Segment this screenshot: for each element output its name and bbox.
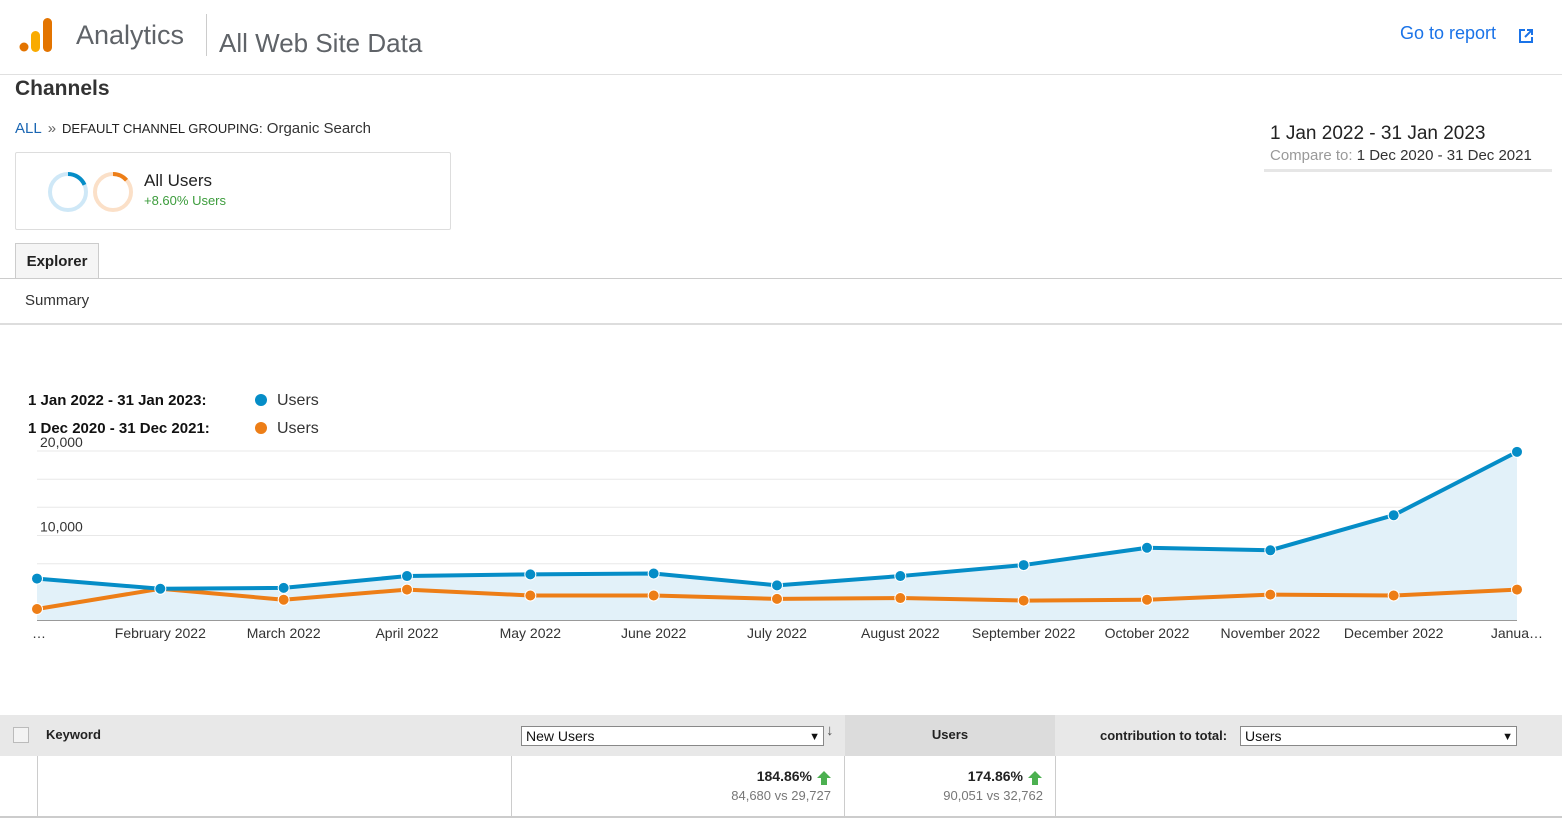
x-tick-label: Janua… xyxy=(1491,625,1543,641)
select-all-checkbox[interactable] xyxy=(13,727,29,743)
breadcrumb-all-link[interactable]: ALL xyxy=(15,120,42,137)
legend-dot xyxy=(255,422,267,434)
y-tick-label: 10,000 xyxy=(40,519,83,535)
analytics-logo-icon xyxy=(19,18,52,52)
legend-metric-label: Users xyxy=(277,392,319,409)
data-point xyxy=(894,570,907,583)
legend-metric-label: Users xyxy=(277,420,319,437)
property-name: All Web Site Data xyxy=(219,28,423,58)
subtab-summary[interactable]: Summary xyxy=(25,292,90,309)
section-divider xyxy=(0,323,1562,325)
header-divider xyxy=(206,14,207,56)
column-header-users[interactable]: Users xyxy=(845,715,1055,756)
contribution-select-value: Users xyxy=(1245,728,1282,744)
tab-explorer[interactable]: Explorer xyxy=(15,243,99,279)
users-line-chart: 1 Jan 2022 - 31 Jan 2023: Users 1 Dec 2020… xyxy=(28,392,1543,641)
data-point xyxy=(31,603,43,616)
data-point xyxy=(1511,445,1523,458)
date-range-picker[interactable]: 1 Jan 2022 - 31 Jan 2023 Compare to: 1 D… xyxy=(1264,120,1552,172)
chevron-down-icon: ▼ xyxy=(1502,731,1513,743)
data-point xyxy=(1264,544,1277,557)
users-change: 174.86% xyxy=(967,768,1023,784)
data-point xyxy=(1511,583,1523,596)
legend-dot xyxy=(255,394,267,406)
x-tick-label: March 2022 xyxy=(247,625,321,641)
compare-label: Compare to: xyxy=(1270,147,1353,164)
row-divider xyxy=(0,816,1562,818)
x-tick-label: December 2022 xyxy=(1344,625,1444,641)
legend-range-label: 1 Dec 2020 - 31 Dec 2021: xyxy=(28,420,210,437)
data-point xyxy=(1141,593,1153,606)
contribution-select[interactable]: Users ▼ xyxy=(1240,726,1517,746)
top-bar: Analytics All Web Site Data Go to report xyxy=(0,0,1562,75)
arrow-up-icon xyxy=(1028,771,1042,785)
data-point xyxy=(771,592,783,605)
data-point xyxy=(1017,594,1030,607)
metric-select[interactable]: New Users ▼ xyxy=(521,726,824,746)
page-title: Channels xyxy=(15,77,110,100)
data-point xyxy=(401,583,413,596)
tab-divider xyxy=(0,278,1562,279)
data-point xyxy=(401,570,413,583)
data-point xyxy=(647,567,660,580)
segment-name: All Users xyxy=(144,171,213,190)
breadcrumb-value: Organic Search xyxy=(266,120,372,137)
y-tick-label: 20,000 xyxy=(40,434,83,450)
data-point xyxy=(1141,541,1153,554)
data-point xyxy=(771,579,783,592)
contribution-label: contribution to total: xyxy=(1100,728,1228,743)
compare-value: 1 Dec 2020 - 31 Dec 2021 xyxy=(1356,147,1532,164)
data-point xyxy=(1264,588,1277,601)
data-point xyxy=(1387,589,1400,602)
x-tick-label: August 2022 xyxy=(861,625,940,641)
data-point xyxy=(277,593,290,606)
open-external-icon[interactable] xyxy=(1516,26,1536,46)
segment-rings-icon xyxy=(48,172,133,212)
data-point xyxy=(647,589,660,602)
x-tick-label: February 2022 xyxy=(115,625,206,641)
totals-row: 184.86% 84,680 vs 29,727 174.86% 90,051 … xyxy=(0,756,1562,818)
x-tick-label: June 2022 xyxy=(621,625,687,641)
new-users-compare: 84,680 vs 29,727 xyxy=(731,788,831,803)
data-point xyxy=(894,592,907,605)
x-tick-label: … xyxy=(32,625,46,641)
segment-delta: +8.60% Users xyxy=(144,193,227,208)
data-point xyxy=(524,568,537,581)
x-tick-label: September 2022 xyxy=(972,625,1076,641)
legend-range-label: 1 Jan 2022 - 31 Jan 2023: xyxy=(28,392,206,409)
data-point xyxy=(1387,509,1400,522)
metric-select-value: New Users xyxy=(526,728,595,744)
date-range-compare: Compare to: 1 Dec 2020 - 31 Dec 2021 xyxy=(1270,147,1532,164)
x-tick-label: July 2022 xyxy=(747,625,807,641)
x-tick-label: April 2022 xyxy=(375,625,438,641)
x-tick-label: November 2022 xyxy=(1221,625,1321,641)
column-divider xyxy=(37,756,38,818)
breadcrumb-separator: » xyxy=(47,120,57,137)
column-divider xyxy=(511,756,512,818)
x-tick-label: October 2022 xyxy=(1105,625,1190,641)
breadcrumb: ALL » DEFAULT CHANNEL GROUPING: Organic Se… xyxy=(15,120,371,137)
x-tick-label: May 2022 xyxy=(500,625,562,641)
sort-descending-icon[interactable]: ↓ xyxy=(826,722,834,739)
data-point xyxy=(1017,559,1030,572)
column-divider xyxy=(844,756,845,818)
data-point xyxy=(154,582,167,595)
data-point xyxy=(524,589,537,602)
new-users-change: 184.86% xyxy=(756,768,812,784)
breadcrumb-dimension: DEFAULT CHANNEL GROUPING: xyxy=(62,121,263,136)
users-compare: 90,051 vs 32,762 xyxy=(943,788,1043,803)
chevron-down-icon: ▼ xyxy=(809,731,820,743)
segment-card[interactable]: All Users +8.60% Users xyxy=(15,152,451,230)
column-header-keyword[interactable]: Keyword xyxy=(46,727,101,742)
column-divider xyxy=(1055,756,1056,818)
date-range-primary: 1 Jan 2022 - 31 Jan 2023 xyxy=(1270,123,1486,144)
data-point xyxy=(277,581,290,594)
app-name: Analytics xyxy=(76,20,185,50)
data-point xyxy=(31,572,43,585)
arrow-up-icon xyxy=(817,771,831,785)
go-to-report-link[interactable]: Go to report xyxy=(1400,23,1497,43)
